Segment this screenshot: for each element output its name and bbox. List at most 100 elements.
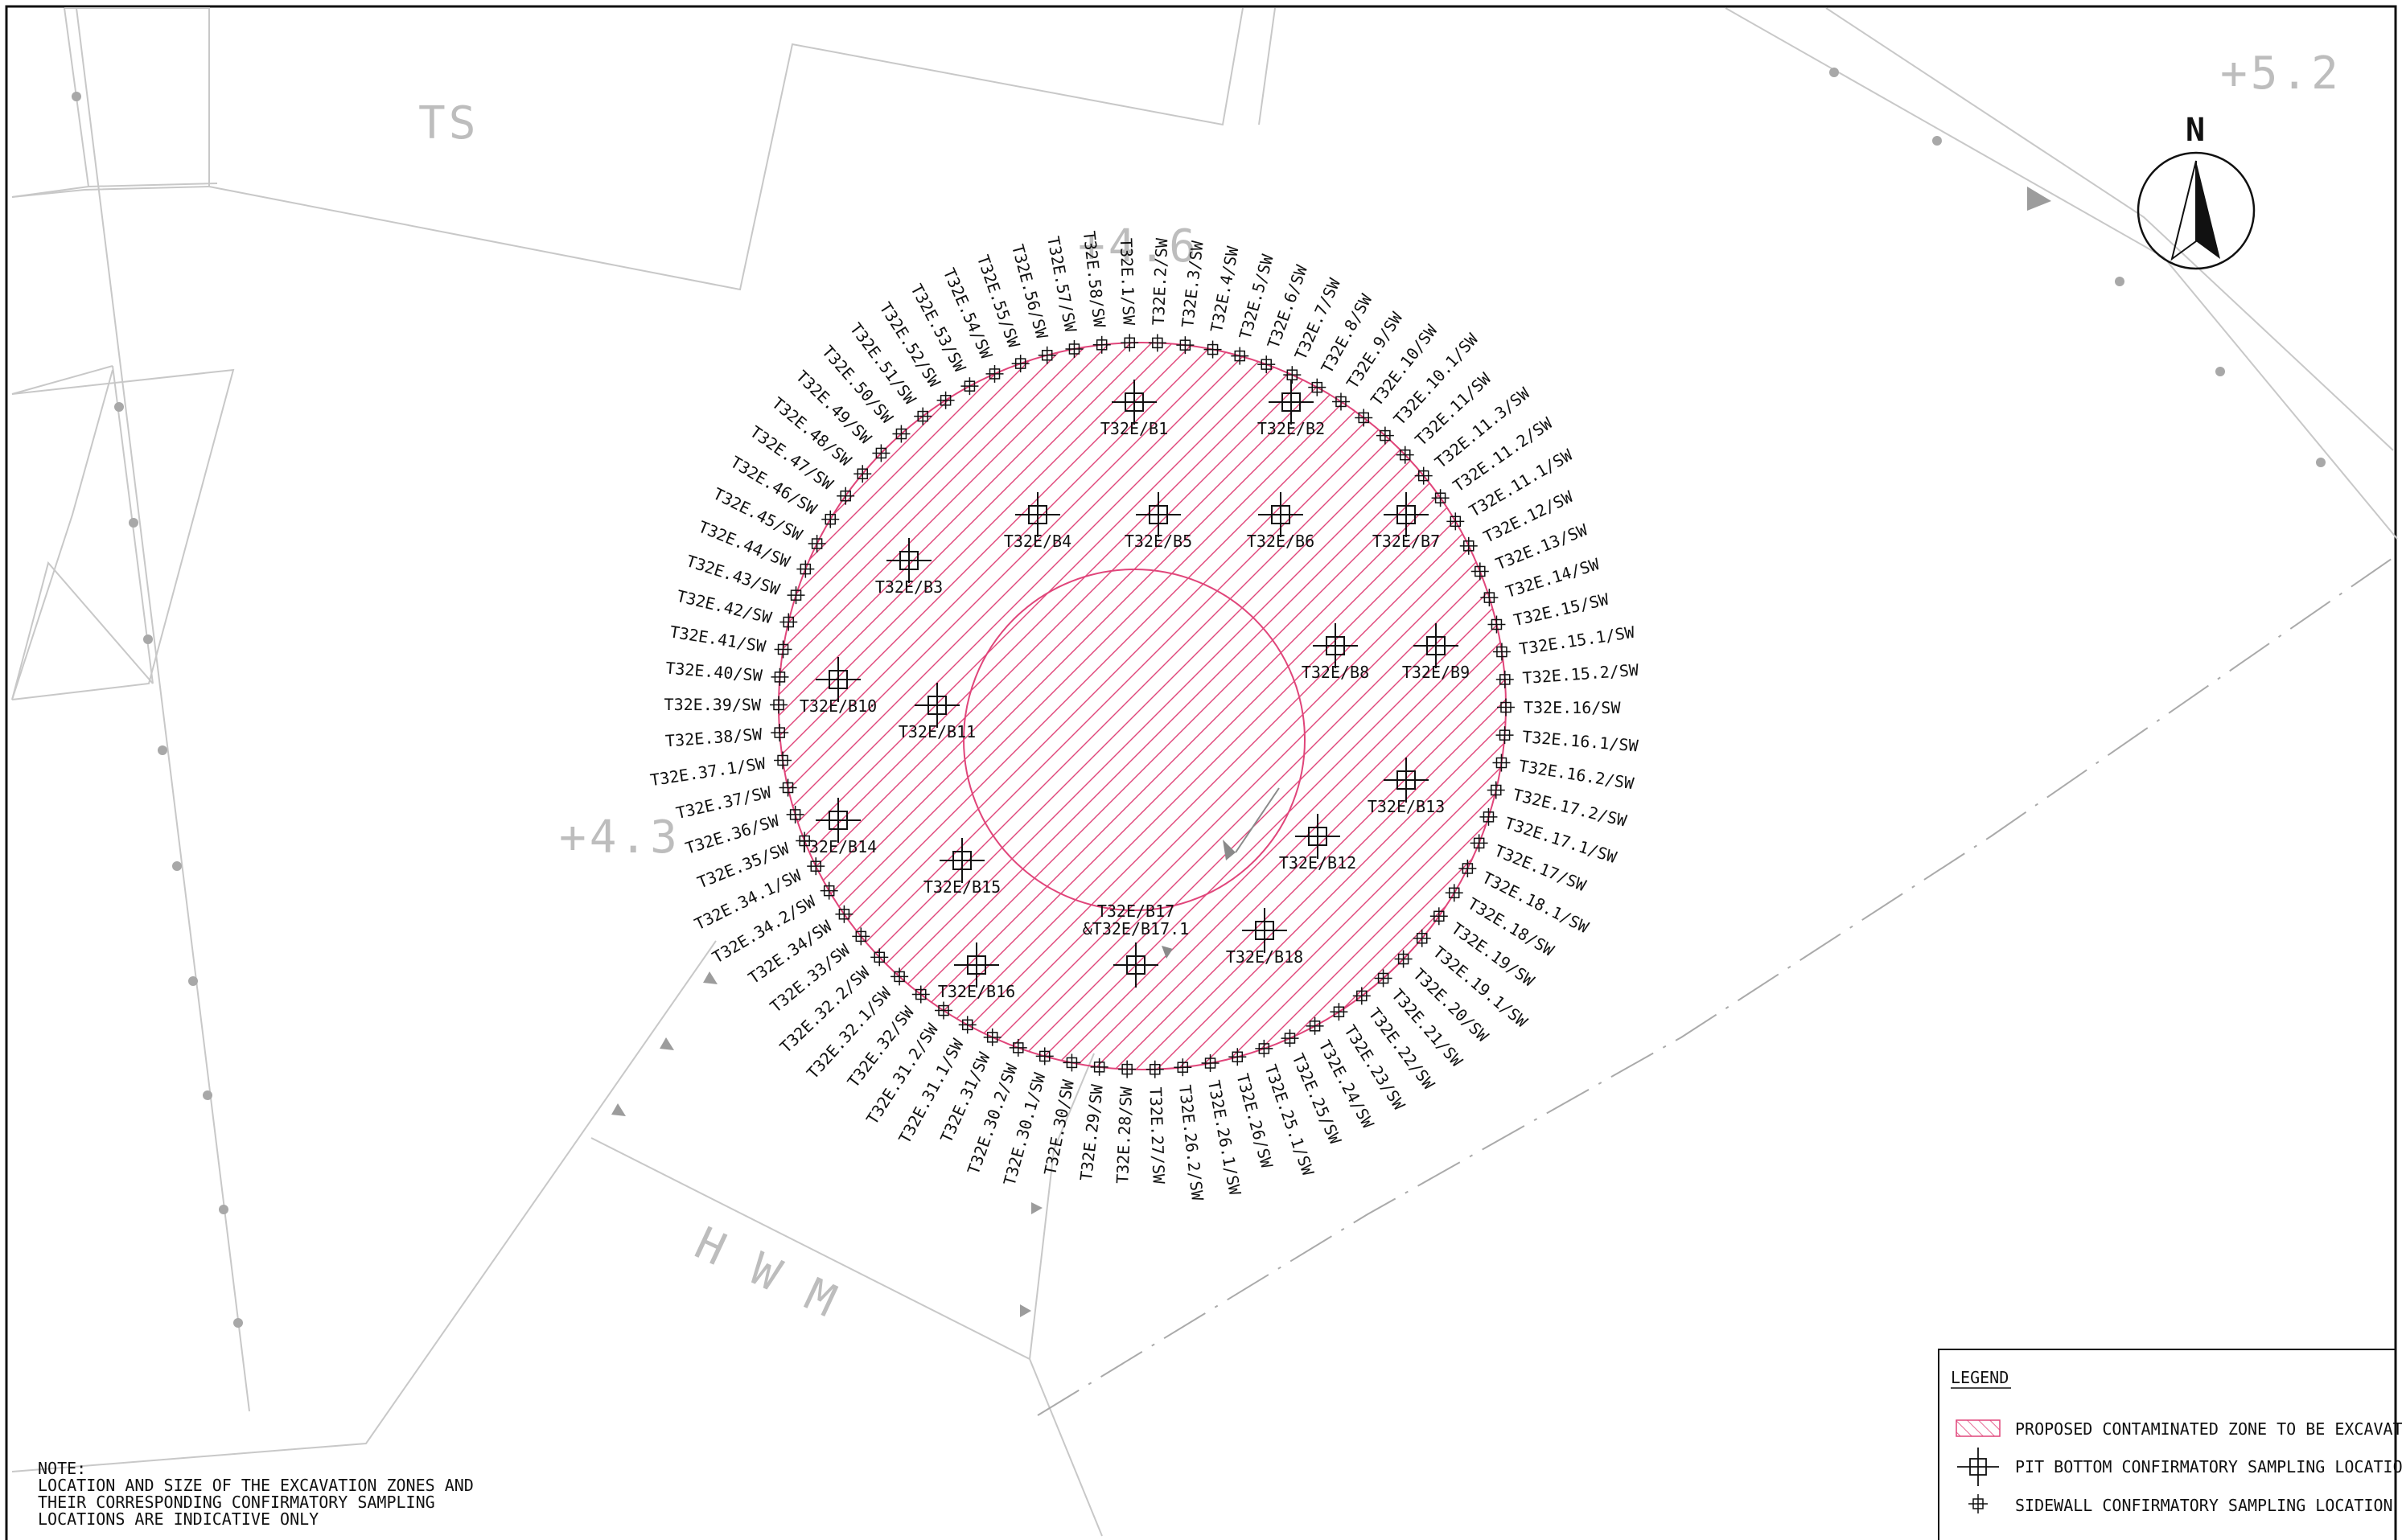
- pit-bottom-point: T32E/B16: [938, 942, 1015, 1001]
- survey-dots: [72, 68, 2326, 1328]
- sidewall-point-label: T32E.16.2/SW: [1517, 756, 1635, 793]
- legend-item-pit-bottom: PIT BOTTOM CONFIRMATORY SAMPLING LOCATIO…: [2015, 1457, 2402, 1476]
- pit-bottom-point: T32E/B8: [1302, 623, 1369, 682]
- pit-bottom-point: T32E/B1: [1100, 380, 1168, 438]
- sidewall-point-label: T32E.57/SW: [1043, 235, 1080, 335]
- sidewall-point: T32E.41/SW: [668, 622, 792, 659]
- pit-bottom-point: T32E/B13: [1368, 758, 1445, 816]
- pit-bottom-point: T32E/B7: [1372, 492, 1440, 551]
- pit-bottom-point: T32E/B11: [899, 683, 976, 741]
- pit-bottom-point-label: T32E/B11: [899, 722, 976, 741]
- sidewall-point: T32E.40/SW: [665, 659, 789, 686]
- pit-bottom-point-label: T32E/B7: [1372, 532, 1440, 551]
- sidewall-point-label: T32E.39/SW: [664, 695, 762, 714]
- legend-item-sidewall: SIDEWALL CONFIRMATORY SAMPLING LOCATION: [2015, 1496, 2393, 1515]
- pit-bottom-point: T32E/B3: [875, 538, 943, 597]
- note-block: NOTE: LOCATION AND SIZE OF THE EXCAVATIO…: [38, 1459, 474, 1529]
- pit-bottom-point-label: T32E/B8: [1302, 663, 1369, 682]
- pit-bottom-point: T32E/B10: [800, 657, 877, 716]
- pit-bottom-point-label: T32E/B13: [1368, 797, 1445, 816]
- sidewall-point: T32E.42/SW: [675, 586, 798, 631]
- sidewall-point: T32E.38/SW: [664, 724, 789, 751]
- bg-label-ts: TS: [418, 97, 479, 150]
- pit-bottom-point-label: T32E/B18: [1226, 947, 1303, 967]
- pit-bottom-point: T32E/B5: [1125, 492, 1192, 551]
- sidewall-point: T32E.37/SW: [674, 778, 797, 823]
- sidewall-point: T32E.2/SW: [1149, 237, 1172, 352]
- sidewall-point-label: T32E.41/SW: [668, 622, 768, 656]
- north-arrow-icon: [2196, 161, 2220, 259]
- note-line-2: THEIR CORRESPONDING CONFIRMATORY SAMPLIN…: [38, 1493, 435, 1512]
- pit-bottom-point-label: &T32E/B17.1: [1083, 919, 1189, 938]
- north-arrow-circle: [2137, 151, 2256, 270]
- legend-box: LEGEND PROPOSED CONTAMINATED ZONE TO BE …: [1938, 1349, 2402, 1540]
- sidewall-point: T32E.15.2/SW: [1495, 660, 1640, 688]
- pit-bottom-point-label: T32E/B12: [1279, 853, 1356, 873]
- bg-label-hwm: H W M: [687, 1218, 846, 1329]
- sidewall-point-label: T32E.2/SW: [1149, 237, 1172, 326]
- excavation-zone: [778, 342, 1507, 1070]
- sidewall-point-label: T32E.16.1/SW: [1522, 727, 1640, 756]
- sidewall-point: T32E.4/SW: [1203, 244, 1243, 359]
- inner-excavation-boundary: [963, 569, 1306, 911]
- sidewall-point: T32E.39/SW: [664, 695, 788, 714]
- pit-bottom-point-label: T32E/B15: [923, 877, 1001, 897]
- pit-bottom-point-label: T32E/B9: [1402, 663, 1470, 682]
- sidewall-point-label: T32E.38/SW: [664, 725, 763, 751]
- sidewall-point: T32E.27/SW: [1145, 1060, 1169, 1185]
- pit-bottom-point: T32E/B9: [1402, 623, 1470, 682]
- sidewall-point: T32E.28/SW: [1113, 1060, 1136, 1184]
- bg-label-elev-4-6: +4.6: [1078, 220, 1199, 273]
- triangle-markers: [611, 187, 2051, 1317]
- bg-label-elev-5-2: +5.2: [2220, 47, 2342, 100]
- sidewall-point-label: T32E.28/SW: [1113, 1086, 1136, 1184]
- sidewall-sampling-points: T32E.1/SW T32E.2/SW T32E.3/SW T32E.4/SWT32E…: [649, 230, 1640, 1202]
- legend-sidewall-icon: [1968, 1494, 1988, 1513]
- pit-bottom-point: T32E/B17&T32E/B17.1: [1083, 901, 1189, 988]
- sidewall-point: T32E.26.2/SW: [1174, 1058, 1207, 1202]
- sidewall-point: T32E.29/SW: [1076, 1057, 1108, 1182]
- sidewall-point-label: T32E.30/SW: [1040, 1078, 1078, 1177]
- pit-bottom-point-label: T32E/B4: [1004, 532, 1071, 551]
- legend-item-excavation-zone: PROPOSED CONTAMINATED ZONE TO BE EXCAVAT…: [2015, 1419, 2402, 1439]
- pit-bottom-point-label: T32E/B1: [1100, 419, 1168, 438]
- pit-bottom-point: T32E/B18: [1226, 908, 1303, 967]
- note-title: NOTE:: [38, 1459, 86, 1478]
- sidewall-point: T32E.15/SW: [1487, 589, 1611, 634]
- pit-bottom-point: T32E/B6: [1247, 492, 1314, 551]
- pit-bottom-point-label: T32E/B16: [938, 982, 1015, 1001]
- sidewall-point-label: T32E.16/SW: [1524, 698, 1621, 717]
- pit-bottom-point-label: T32E/B10: [800, 696, 877, 716]
- sidewall-point: T32E.16/SW: [1496, 698, 1621, 717]
- sidewall-point-label: T32E.15.2/SW: [1522, 660, 1640, 688]
- pit-bottom-point-label: T32E/B5: [1125, 532, 1192, 551]
- pit-bottom-point-label: T32E/B6: [1247, 532, 1314, 551]
- legend-title: LEGEND: [1951, 1368, 2009, 1387]
- sidewall-point-label: T32E.26.2/SW: [1175, 1084, 1207, 1202]
- pit-bottom-point: T32E/B15: [923, 838, 1001, 897]
- sidewall-point-label: T32E.40/SW: [665, 659, 764, 686]
- legend-hatch-swatch: [1956, 1419, 2001, 1437]
- legend-pit-bottom-icon: [1957, 1448, 1999, 1486]
- pit-bottom-point-label: T32E/B14: [800, 837, 877, 856]
- sidewall-point: T32E.37.1/SW: [649, 751, 792, 790]
- sidewall-point-label: T32E.1/SW: [1117, 238, 1139, 326]
- north-arrow: N: [2137, 112, 2256, 270]
- sidewall-point-label: T32E.37.1/SW: [649, 754, 767, 790]
- sidewall-point: T32E.15.1/SW: [1492, 622, 1636, 661]
- background-labels: TS +4.6 +4.3 +5.2 H W M: [418, 47, 2342, 1329]
- sidewall-point-label: T32E.27/SW: [1145, 1086, 1168, 1185]
- sidewall-point: T32E.16.1/SW: [1495, 726, 1640, 756]
- pit-bottom-point-label: T32E/B3: [875, 577, 943, 597]
- note-line-3: LOCATIONS ARE INDICATIVE ONLY: [38, 1509, 319, 1529]
- bg-label-elev-4-3: +4.3: [559, 811, 681, 864]
- note-line-1: LOCATION AND SIZE OF THE EXCAVATION ZONE…: [38, 1476, 474, 1495]
- pit-bottom-point: T32E/B2: [1257, 380, 1325, 438]
- sidewall-point-label: T32E.4/SW: [1207, 244, 1243, 334]
- pit-bottom-point: T32E/B12: [1279, 814, 1356, 873]
- drawing-border: [5, 5, 2397, 1540]
- sidewall-point: T32E.30/SW: [1040, 1053, 1081, 1177]
- north-label: N: [2186, 112, 2205, 149]
- sidewall-point: T32E.1/SW: [1117, 238, 1139, 352]
